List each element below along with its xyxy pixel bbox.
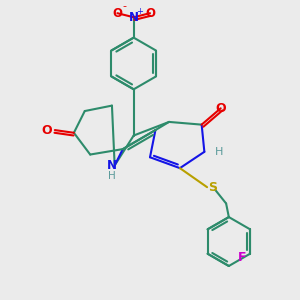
Text: O: O [112, 7, 122, 20]
Text: H: H [215, 147, 224, 157]
Text: +: + [136, 7, 142, 16]
Text: H: H [108, 171, 116, 181]
Text: O: O [41, 124, 52, 136]
Text: N: N [129, 11, 139, 24]
Text: O: O [215, 102, 226, 115]
Text: O: O [145, 7, 155, 20]
Text: N: N [107, 159, 117, 172]
Text: F: F [238, 251, 246, 264]
Text: S: S [208, 181, 217, 194]
Text: -: - [122, 2, 126, 11]
